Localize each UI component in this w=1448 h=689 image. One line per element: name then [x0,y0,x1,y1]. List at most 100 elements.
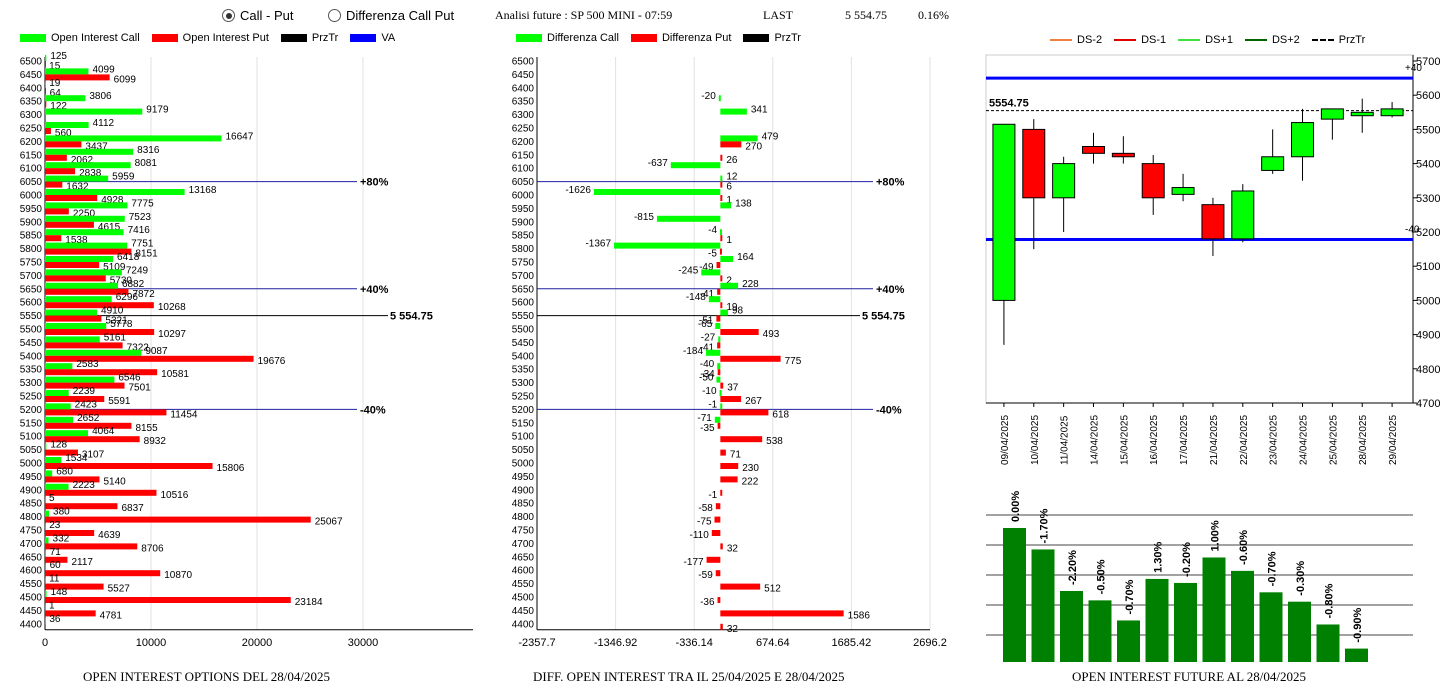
radio-differenza[interactable]: Differenza Call Put [328,8,454,26]
diff-put-label: -41 [700,342,715,353]
diff-put-label: -1 [708,490,717,501]
legend-swatch [743,34,770,42]
y-tick-label: 4700 [1416,398,1440,410]
call-value-label: 4910 [101,306,124,317]
call-bar [45,68,89,75]
call-bar [45,162,131,169]
diff-put-bar [711,530,721,536]
legend-label: Differenza Call [547,32,619,44]
call-bar [45,604,46,611]
strike-label: 6500 [512,57,535,68]
diff-put-bar [720,489,723,496]
diff-put-label: 6 [726,182,732,193]
legend-item-open-interest-put: Open Interest Put [151,32,269,44]
x-tick-label: 20000 [242,637,273,649]
strike-label: 5400 [512,351,535,362]
strike-label: 4550 [512,579,535,590]
diff-put-bar [719,248,722,255]
legend-item-differenza-call: Differenza Call [516,32,619,44]
put-value-label: 2250 [73,208,96,219]
radio-call-put[interactable]: Call - Put [222,8,293,26]
strike-label: 5900 [512,217,535,228]
call-value-label: 5959 [112,172,135,183]
level-label: +80% [360,177,389,189]
strike-label: 5500 [512,325,535,336]
put-value-label: 23184 [295,597,323,608]
put-bar [45,168,76,175]
future-bar-label: -1.70% [1039,508,1051,543]
x-tick-label: 1685.42 [832,637,872,649]
call-bar [45,282,118,289]
legend-swatch [151,34,178,42]
strike-label: 5150 [20,418,43,429]
put-bar [45,422,132,429]
put-value-label: 5591 [108,396,131,407]
diff-put-bar [720,623,723,630]
strike-label: 5750 [512,258,535,269]
strike-label: 4750 [512,526,535,537]
y-tick-label: 4800 [1416,364,1440,376]
strike-label: 5450 [512,338,535,349]
diff-call-bar [720,108,747,115]
diff-call-label: -27 [701,332,716,343]
last-label: LAST [763,8,793,22]
diff-call-bar [720,202,732,209]
future-bar-label: 1.30% [1153,542,1165,573]
date-label: 17/04/2025 [1179,415,1190,465]
diff-call-bar [670,162,721,169]
put-value-label: 10268 [158,302,186,313]
put-bar [45,342,123,349]
future-bar-label: -0.30% [1295,561,1307,596]
diff-call-bar [718,336,721,343]
call-bar [45,416,74,423]
put-bar [45,516,311,523]
call-bar [45,577,46,584]
diff-put-bar [720,610,844,617]
strike-label: 5050 [512,445,535,456]
strike-label: 5650 [512,284,535,295]
future-bar [1202,557,1226,662]
candle-body [1261,156,1285,171]
future-bar [1259,592,1283,662]
call-value-label: 8081 [135,158,158,169]
diff-call-bar [716,376,721,383]
diff-put-bar [720,329,759,335]
call-value-label: 13168 [189,185,217,196]
put-bar [45,74,110,81]
call-value-label: 380 [53,507,70,518]
diff-put-label: -110 [690,530,710,541]
strike-label: 6400 [20,83,43,94]
put-value-label: 8151 [135,249,158,260]
put-value-label: 2838 [79,168,102,179]
diff-call-bar [714,416,721,423]
diff-call-label: -71 [697,413,712,424]
strike-label: 6500 [20,57,43,68]
y-tick-label: 5300 [1416,193,1440,205]
call-bar [45,242,128,249]
call-bar [45,323,107,329]
legend-label: DS-2 [1077,34,1103,46]
call-bar [45,95,86,102]
future-bar-label: -0.20% [1181,542,1193,577]
strike-label: 4400 [20,619,43,630]
level-label: 5 554.75 [390,311,433,323]
call-bar [45,617,46,624]
diff-call-label: -245 [678,265,698,276]
call-value-label: 4099 [92,64,115,75]
strike-label: 5200 [512,405,535,416]
va-upper-label: +40 [1405,63,1422,74]
date-label: 23/04/2025 [1269,415,1280,465]
diff-put-bar [720,154,723,161]
diff-put-bar [715,570,721,577]
put-value-label: 8932 [144,436,167,447]
candle-body [1231,190,1255,240]
diff-call-bar [720,256,734,262]
future-bar-label: -0.80% [1324,583,1336,618]
diff-call-bar [720,175,723,182]
y-tick-label: 5100 [1416,261,1440,273]
future-bar-label: -0.60% [1238,530,1250,565]
put-bar [45,248,132,255]
candle-body [1081,146,1105,154]
x-tick-label: -2357.7 [518,637,555,649]
